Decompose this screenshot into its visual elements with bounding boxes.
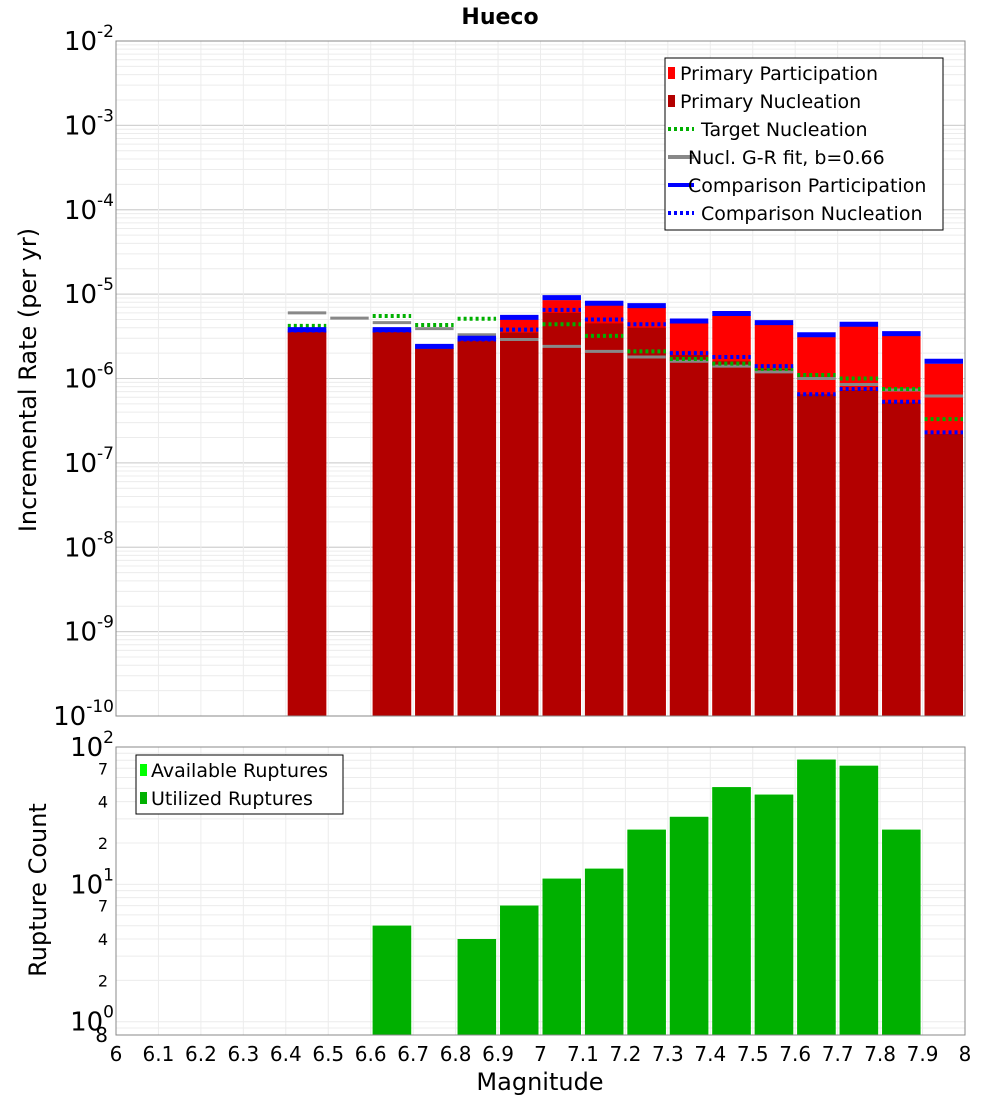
y-tick-label: 101 bbox=[70, 865, 114, 900]
nucleation-bar bbox=[415, 347, 454, 716]
nucleation-bar bbox=[669, 354, 709, 716]
y-tick-label: 10-10 bbox=[53, 697, 114, 732]
nucleation-bar bbox=[500, 332, 539, 716]
utilized-ruptures-bar bbox=[797, 759, 836, 1035]
x-tick-label: 6 bbox=[110, 1042, 123, 1066]
legend-swatch bbox=[668, 67, 675, 79]
x-tick-label: 7 bbox=[534, 1042, 547, 1066]
x-tick-label: 7.5 bbox=[737, 1042, 769, 1066]
x-tick-label: 6.6 bbox=[355, 1042, 387, 1066]
legend-label: Comparison Participation bbox=[688, 175, 926, 197]
utilized-ruptures-bar bbox=[839, 765, 879, 1035]
utilized-ruptures-bar bbox=[754, 794, 794, 1035]
utilized-ruptures-bar bbox=[584, 868, 624, 1035]
utilized-ruptures-bar bbox=[882, 829, 921, 1035]
legend-rates bbox=[664, 57, 944, 231]
x-tick-label: 7.7 bbox=[822, 1042, 854, 1066]
utilized-ruptures-bar bbox=[500, 905, 539, 1035]
y-axis-label-rates: Incremental Rate (per yr) bbox=[14, 228, 42, 532]
nucleation-bar bbox=[882, 402, 921, 716]
x-tick-label: 7.8 bbox=[864, 1042, 896, 1066]
nucleation-bar bbox=[627, 327, 666, 716]
x-tick-label: 6.8 bbox=[440, 1042, 472, 1066]
chart-title: Hueco bbox=[461, 5, 538, 30]
legend-label: Target Nucleation bbox=[700, 119, 868, 141]
y-tick-label: 10-2 bbox=[64, 22, 114, 57]
x-tick-label: 7.9 bbox=[907, 1042, 939, 1066]
utilized-ruptures-bar bbox=[712, 787, 751, 1035]
legend-swatch bbox=[668, 95, 675, 107]
legend-swatch bbox=[140, 792, 147, 804]
legend-counts bbox=[135, 754, 344, 815]
y-minor-tick-label: 7 bbox=[98, 759, 108, 778]
y-axis-label-counts: Rupture Count bbox=[24, 803, 52, 977]
x-axis-label: Magnitude bbox=[476, 1068, 603, 1096]
x-tick-label: 6.2 bbox=[185, 1042, 217, 1066]
y-tick-label: 10-8 bbox=[64, 528, 114, 563]
y-tick-label: 100 bbox=[70, 1003, 114, 1038]
y-tick-label: 102 bbox=[70, 728, 114, 763]
utilized-ruptures-bar bbox=[372, 925, 412, 1035]
nucleation-bar bbox=[372, 331, 412, 716]
y-minor-tick-label: 2 bbox=[98, 971, 108, 990]
utilized-ruptures-bar bbox=[627, 829, 666, 1035]
utilized-ruptures-bar bbox=[457, 939, 497, 1035]
legend-label: Nucl. G-R fit, b=0.66 bbox=[688, 147, 885, 169]
y-minor-tick-label: 7 bbox=[98, 897, 108, 916]
y-tick-label: 10-7 bbox=[64, 444, 114, 479]
legend-label: Utilized Ruptures bbox=[151, 788, 313, 810]
nucleation-bar bbox=[457, 340, 497, 716]
y-minor-tick-label: 2 bbox=[98, 834, 108, 853]
x-tick-label: 6.7 bbox=[397, 1042, 429, 1066]
x-tick-label: 7.6 bbox=[779, 1042, 811, 1066]
y-tick-label: 10-4 bbox=[64, 191, 114, 226]
nucleation-bar bbox=[839, 390, 879, 716]
nucleation-bar bbox=[712, 361, 751, 716]
y-tick-label: 8 bbox=[95, 1023, 108, 1047]
plot-frame-rates bbox=[115, 40, 966, 717]
x-tick-label: 7.2 bbox=[609, 1042, 641, 1066]
nucleation-bar bbox=[542, 312, 581, 716]
y-tick-label: 10-5 bbox=[64, 275, 114, 310]
nucleation-bar bbox=[754, 368, 794, 716]
nucleation-bar bbox=[287, 331, 327, 716]
y-minor-tick-label: 4 bbox=[98, 793, 108, 812]
legend-label: Available Ruptures bbox=[151, 760, 328, 782]
y-tick-label: 10-9 bbox=[64, 613, 114, 648]
nucleation-bar bbox=[924, 433, 963, 716]
x-tick-label: 6.9 bbox=[482, 1042, 514, 1066]
legend-label: Primary Participation bbox=[680, 63, 878, 85]
y-tick-label: 10-3 bbox=[64, 106, 114, 141]
nucleation-bar bbox=[797, 394, 836, 716]
utilized-ruptures-bar bbox=[542, 878, 581, 1035]
legend-swatch bbox=[140, 764, 147, 776]
legend-label: Primary Nucleation bbox=[680, 91, 861, 113]
x-tick-label: 6.1 bbox=[143, 1042, 175, 1066]
x-tick-label: 6.4 bbox=[270, 1042, 302, 1066]
x-tick-label: 7.4 bbox=[694, 1042, 726, 1066]
legend-label: Comparison Nucleation bbox=[701, 203, 923, 225]
plot-frame-counts bbox=[115, 746, 966, 1036]
x-tick-label: 7.3 bbox=[652, 1042, 684, 1066]
nucleation-bar bbox=[584, 323, 624, 716]
x-tick-label: 6.3 bbox=[227, 1042, 259, 1066]
y-minor-tick-label: 4 bbox=[98, 930, 108, 949]
x-tick-label: 6.5 bbox=[312, 1042, 344, 1066]
utilized-ruptures-bar bbox=[669, 816, 709, 1035]
x-tick-label: 8 bbox=[959, 1042, 972, 1066]
y-tick-label: 10-6 bbox=[64, 360, 114, 395]
x-tick-label: 7.1 bbox=[567, 1042, 599, 1066]
